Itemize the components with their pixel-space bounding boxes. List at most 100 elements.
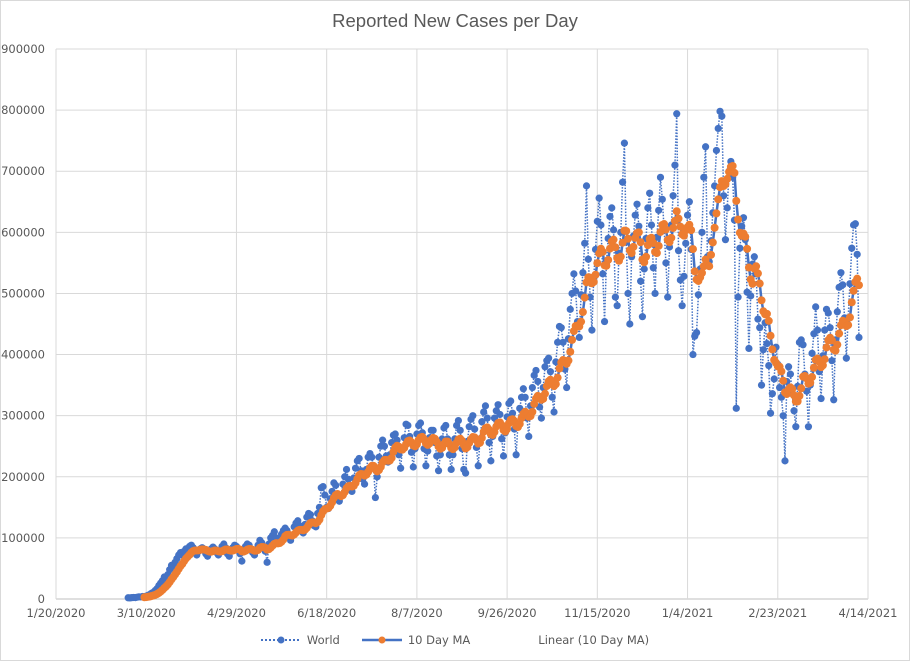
ma-point [622, 226, 631, 235]
world-point [238, 557, 246, 565]
world-point [644, 204, 652, 212]
ma-point [566, 347, 575, 356]
world-point [575, 333, 583, 342]
world-point [702, 143, 710, 151]
ma-point [755, 279, 764, 288]
world-point [779, 412, 787, 420]
ma-point [598, 247, 607, 256]
ma-point [708, 238, 717, 247]
world-point [344, 475, 352, 483]
ma-point [477, 433, 486, 442]
x-tick-label: 1/4/2021 [662, 606, 714, 620]
ma-point [669, 224, 678, 233]
ma-point [853, 274, 862, 283]
world-point [306, 511, 315, 519]
ma-point [667, 233, 676, 242]
world-point [759, 346, 767, 354]
ma-point [687, 226, 696, 235]
legend-label-ma: 10 Day MA [407, 633, 471, 647]
x-tick-label: 8/7/2020 [391, 606, 443, 620]
ma-point [752, 262, 761, 271]
world-point [608, 204, 616, 212]
ma-legend-icon [361, 636, 402, 644]
world-point [609, 226, 618, 234]
world-point [456, 426, 464, 434]
world-point [817, 394, 825, 403]
world-point [572, 287, 580, 295]
ma-point [833, 340, 842, 349]
legend-label-world: World [306, 633, 340, 647]
y-tick-label: 200000 [1, 470, 45, 484]
world-point [597, 221, 605, 229]
world-point [775, 383, 784, 392]
world-point [833, 308, 841, 316]
world-point [678, 302, 686, 310]
world-point [368, 453, 376, 461]
world-point [685, 198, 693, 206]
world-point [483, 414, 491, 422]
world-point [812, 303, 820, 311]
world-point [721, 236, 730, 244]
world-point [436, 451, 444, 459]
world-point [646, 189, 654, 197]
linear-legend-icon [492, 634, 532, 646]
ma-point [593, 259, 602, 268]
ma-point [835, 329, 844, 338]
world-point [465, 423, 473, 431]
world-point [581, 239, 589, 247]
world-point [754, 315, 762, 323]
world-point [624, 289, 632, 298]
world-point [434, 467, 443, 475]
ma-point [541, 389, 550, 398]
world-point [442, 421, 450, 430]
world-point [528, 383, 536, 392]
world-point [397, 464, 405, 472]
ma-point [741, 232, 750, 241]
world-point [570, 270, 578, 278]
world-point [534, 377, 542, 386]
world-point [700, 173, 708, 181]
x-axis-tick-labels: 1/20/2020 3/10/2020 4/29/2020 6/18/2020 8/7/… [27, 606, 898, 620]
world-point [485, 438, 493, 447]
x-tick-label: 2/23/2021 [748, 606, 807, 620]
ma-point [652, 248, 661, 257]
world-point [734, 293, 742, 301]
world-point [680, 272, 688, 280]
ma-point [854, 281, 863, 290]
world-point [813, 326, 822, 334]
ma-point [387, 453, 396, 462]
world-point [804, 423, 813, 431]
ma-point [636, 238, 645, 247]
ma-point [609, 235, 618, 244]
ma-point [568, 335, 577, 344]
legend-item-ma[interactable]: 10 Day MA [361, 633, 471, 647]
y-tick-label: 300000 [1, 409, 45, 423]
world-point [656, 173, 665, 181]
ma-point [661, 225, 670, 234]
legend-item-world[interactable]: World [260, 633, 340, 647]
ma-point [795, 391, 804, 400]
world-point [718, 112, 726, 120]
world-point [321, 491, 329, 499]
world-point [508, 409, 517, 417]
world-point [837, 269, 845, 277]
ma-point [768, 345, 777, 354]
ma-point [712, 209, 721, 218]
ma-point [705, 262, 714, 271]
ma-point [551, 380, 560, 389]
world-point [698, 228, 706, 236]
world-point [790, 407, 798, 415]
ma-point [629, 242, 638, 251]
ma-point [723, 174, 732, 183]
world-point [768, 390, 776, 398]
x-tick-label: 3/10/2020 [117, 606, 176, 620]
world-point [557, 324, 565, 332]
world-point [828, 357, 836, 365]
world-point [683, 211, 692, 219]
legend-item-linear[interactable]: Linear (10 Day MA) [492, 633, 649, 647]
y-tick-label: 900000 [1, 42, 45, 56]
world-point [781, 457, 789, 465]
legend-label-linear: Linear (10 Day MA) [538, 633, 650, 647]
world-point [662, 259, 670, 267]
